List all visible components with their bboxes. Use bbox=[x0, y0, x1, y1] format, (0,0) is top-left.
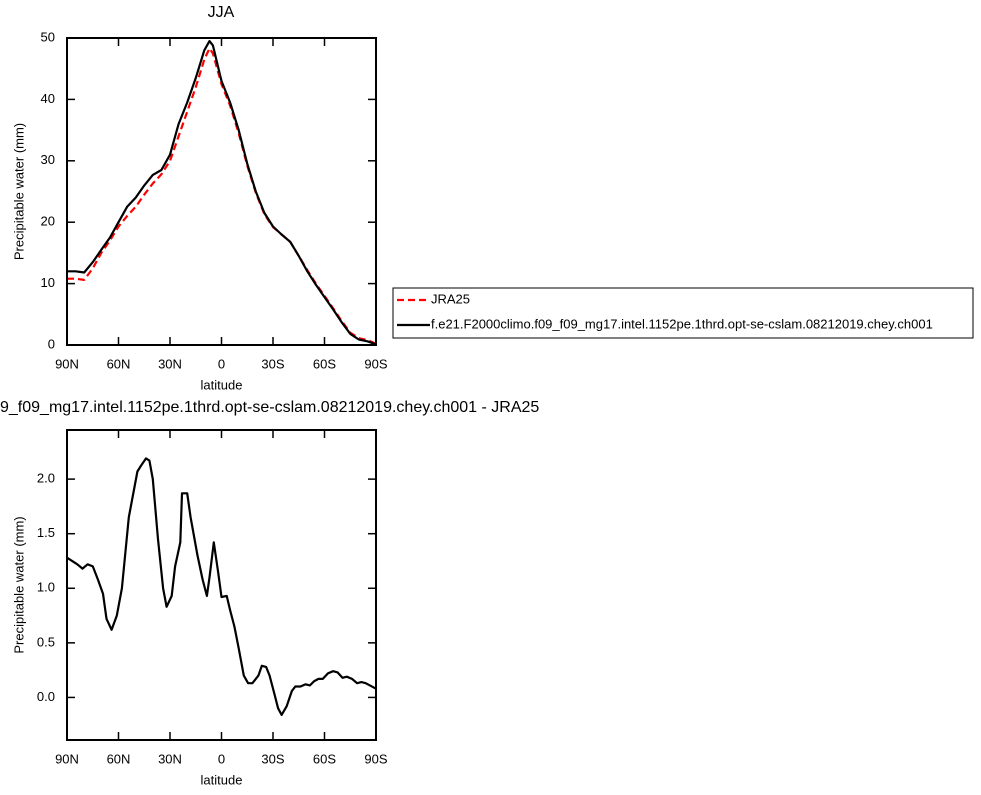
chart-title: 9_f09_mg17.intel.1152pe.1thrd.opt-se-csl… bbox=[0, 399, 539, 416]
y-axis-label: Precipitable water (mm) bbox=[11, 123, 26, 260]
y-tick-label: 0.0 bbox=[37, 689, 55, 704]
legend-box bbox=[392, 287, 974, 339]
chart-title: JJA bbox=[208, 4, 235, 21]
x-tick-label: 90S bbox=[364, 751, 387, 766]
x-tick-label: 30N bbox=[158, 356, 182, 371]
x-tick-label: 30S bbox=[261, 751, 284, 766]
x-axis-label: latitude bbox=[201, 772, 243, 787]
data-line bbox=[67, 40, 377, 346]
y-tick-label: 1.5 bbox=[37, 525, 55, 540]
y-axis-label: Precipitable water (mm) bbox=[11, 516, 26, 653]
y-tick-label: 50 bbox=[41, 29, 55, 44]
y-tick-label: 0 bbox=[48, 336, 55, 351]
legend-label: JRA25 bbox=[431, 291, 470, 306]
x-tick-label: 60S bbox=[313, 751, 336, 766]
y-tick-label: 40 bbox=[41, 91, 55, 106]
x-tick-label: 90S bbox=[364, 356, 387, 371]
y-tick-label: 2.0 bbox=[37, 471, 55, 486]
data-line bbox=[66, 457, 377, 716]
y-tick-label: 0.5 bbox=[37, 634, 55, 649]
y-tick-label: 10 bbox=[41, 275, 55, 290]
x-tick-label: 0 bbox=[218, 751, 225, 766]
plot-frame bbox=[66, 429, 377, 741]
x-tick-label: 60N bbox=[107, 751, 131, 766]
y-tick-label: 1.0 bbox=[37, 580, 55, 595]
x-tick-label: 0 bbox=[218, 356, 225, 371]
y-tick-label: 30 bbox=[41, 152, 55, 167]
x-tick-label: 90N bbox=[55, 751, 79, 766]
y-tick-label: 20 bbox=[41, 214, 55, 229]
plot-frame bbox=[66, 37, 377, 346]
x-axis-label: latitude bbox=[201, 377, 243, 392]
data-line bbox=[67, 47, 377, 345]
x-tick-label: 60S bbox=[313, 356, 336, 371]
x-tick-label: 30S bbox=[261, 356, 284, 371]
legend-label: f.e21.F2000climo.f09_f09_mg17.intel.1152… bbox=[431, 316, 933, 331]
x-tick-label: 90N bbox=[55, 356, 79, 371]
x-tick-label: 60N bbox=[107, 356, 131, 371]
x-tick-label: 30N bbox=[158, 751, 182, 766]
